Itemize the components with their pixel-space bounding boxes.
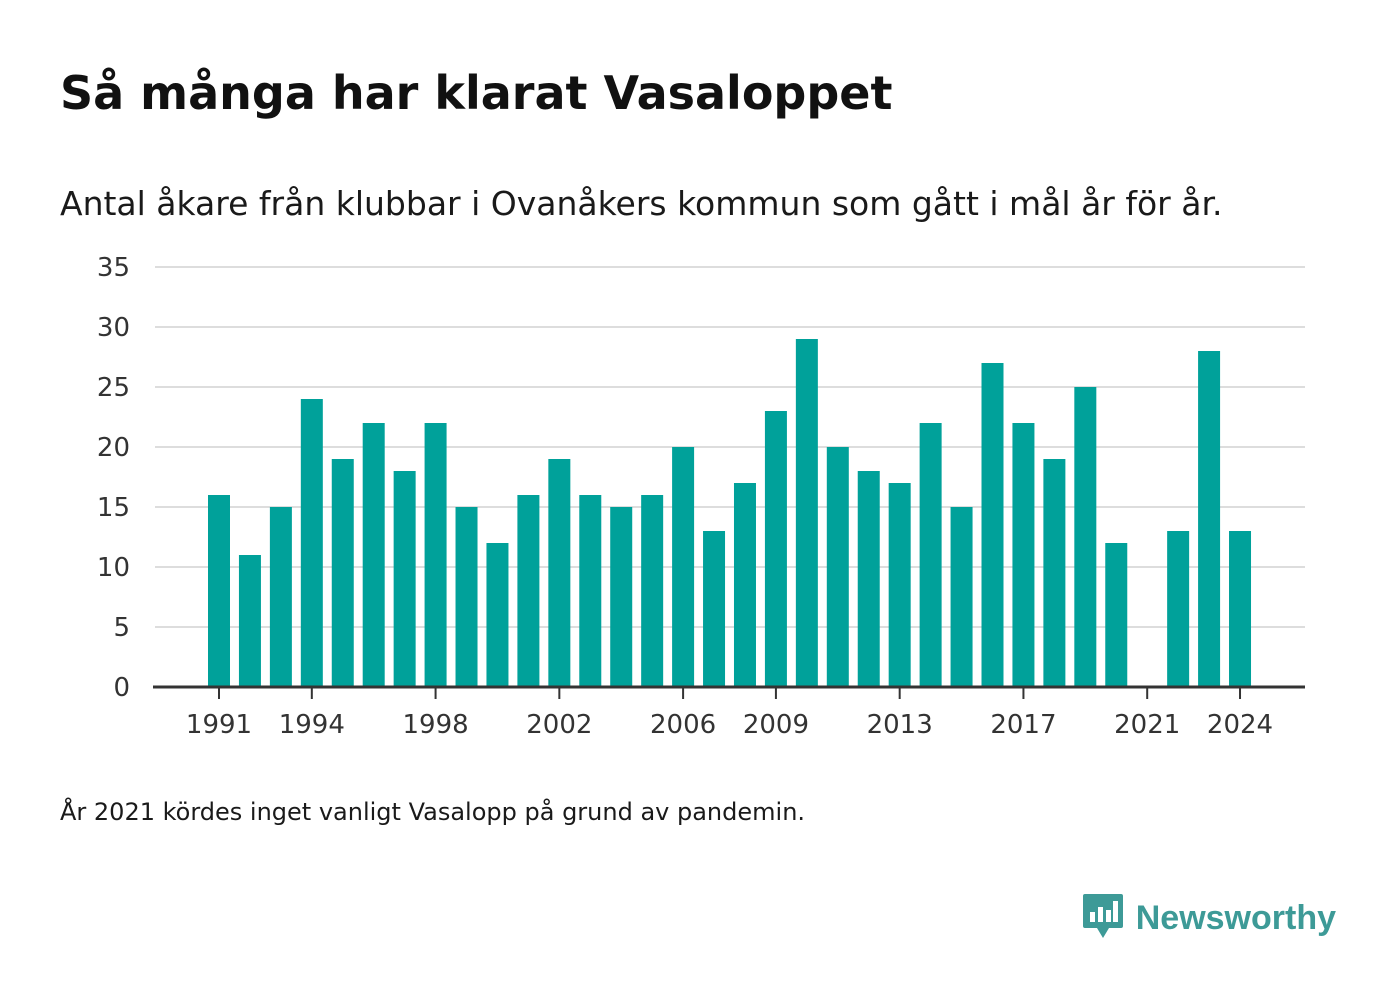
y-axis-tick-labels: 0 5 10 15 20 25 30 35	[97, 253, 130, 703]
bar-2018	[1043, 459, 1066, 687]
y-tick-label: 20	[97, 433, 130, 463]
bar-1999	[455, 507, 478, 687]
newsworthy-logo-icon	[1082, 892, 1124, 944]
bar-2022	[1167, 531, 1190, 687]
y-tick-label: 0	[113, 673, 130, 703]
bar-2011	[826, 447, 849, 687]
bar-2001	[517, 495, 540, 687]
y-tick-label: 10	[97, 553, 130, 583]
bar-2020	[1105, 543, 1128, 687]
chart-subtitle: Antal åkare från klubbar i Ovanåkers kom…	[60, 184, 1223, 223]
brand: Newsworthy	[1082, 892, 1336, 944]
bar-1993	[269, 507, 292, 687]
bar-2004	[610, 507, 633, 687]
y-tick-label: 15	[97, 493, 130, 523]
bar-1991	[208, 495, 230, 687]
bar-2000	[486, 543, 509, 687]
x-tick-label: 1998	[402, 710, 468, 740]
x-tick-label: 2002	[526, 710, 592, 740]
bar-2006	[672, 447, 695, 687]
x-tick-label: 2013	[867, 710, 933, 740]
bar-2024	[1229, 531, 1252, 687]
bar-2017	[1012, 423, 1035, 687]
bar-1992	[238, 555, 261, 687]
bar-1997	[393, 471, 416, 687]
chart-title: Så många har klarat Vasaloppet	[60, 66, 893, 120]
y-tick-label: 25	[97, 373, 130, 403]
bar-2007	[703, 531, 726, 687]
bar-2008	[733, 483, 756, 687]
bar-2012	[857, 471, 880, 687]
brand-name: Newsworthy	[1135, 898, 1336, 937]
x-axis-ticks: 1991 1994 1998 2002 2006 2009 2013 2017 2021 2024	[186, 687, 1273, 740]
x-tick-label: 2006	[650, 710, 716, 740]
bar-2010	[795, 339, 818, 687]
y-tick-label: 35	[97, 253, 130, 283]
bar-2002	[548, 459, 571, 687]
x-tick-label: 2017	[990, 710, 1056, 740]
bar-1994	[300, 399, 323, 687]
bar-2003	[579, 495, 602, 687]
bar-2005	[641, 495, 664, 687]
bar-1996	[362, 423, 385, 687]
bar-2023	[1198, 351, 1221, 687]
footnote: År 2021 kördes inget vanligt Vasalopp på…	[60, 798, 806, 826]
x-tick-label: 2024	[1207, 710, 1273, 740]
bar-2015	[950, 507, 973, 687]
x-tick-label: 1994	[279, 710, 345, 740]
x-tick-label: 1991	[186, 710, 252, 740]
y-tick-label: 30	[97, 313, 130, 343]
bar-2019	[1074, 387, 1097, 687]
bar-2016	[981, 363, 1004, 687]
bar-2014	[919, 423, 942, 687]
bars	[208, 339, 1252, 687]
bar-chart: 0 5 10 15 20 25 30 35 1991 1994 1998 2002 2006 2009 2…	[97, 253, 1305, 740]
x-tick-label: 2009	[743, 710, 809, 740]
gridlines	[155, 266, 1305, 628]
bar-1995	[331, 459, 354, 687]
bar-2009	[764, 411, 787, 687]
bar-2013	[888, 483, 911, 687]
bar-1998	[424, 423, 447, 687]
y-tick-label: 5	[113, 613, 130, 643]
x-tick-label: 2021	[1114, 710, 1180, 740]
